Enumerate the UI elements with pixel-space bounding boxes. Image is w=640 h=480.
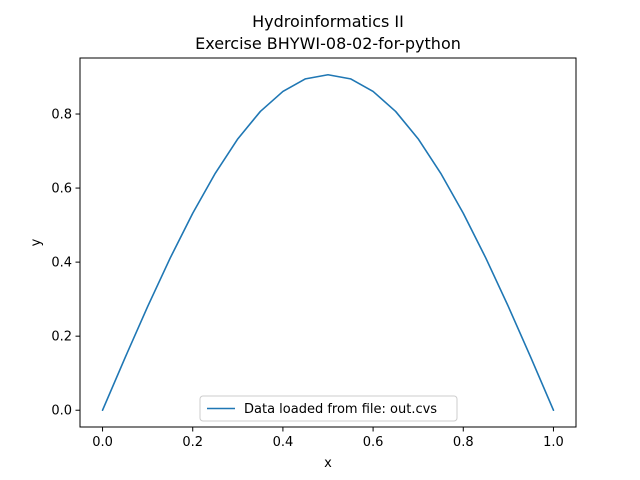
axis-ticks: 0.0 0.2 0.4 0.6 0.8 1.0 0.0 0.2 0.4 0.6 0.8 (51, 108, 563, 450)
x-tick-label: 1.0 (543, 435, 564, 450)
x-tick-label: 0.8 (453, 435, 474, 450)
legend-box (199, 395, 458, 422)
axes-frame (79, 57, 577, 428)
y-tick-label: 0.2 (51, 330, 72, 345)
y-axis-label: y (29, 238, 44, 246)
plot-series (101, 73, 555, 412)
y-tick-label: 0.6 (51, 182, 72, 197)
x-axis-label: x (324, 456, 332, 471)
x-tick-label: 0.0 (92, 435, 113, 450)
chart-title-line-1: Hydroinformatics II (252, 12, 404, 31)
x-tick-label: 0.6 (363, 435, 384, 450)
y-tick-label: 0.4 (51, 256, 72, 271)
y-tick-label: 0.8 (51, 108, 72, 123)
legend: Data loaded from file: out.cvs (199, 395, 458, 422)
y-tick-label: 0.0 (51, 404, 72, 419)
x-tick-label: 0.4 (273, 435, 294, 450)
x-tick-label: 0.2 (182, 435, 203, 450)
series-line (101, 73, 555, 412)
legend-series-label: Data loaded from file: out.cvs (244, 402, 437, 417)
chart-title-line-2: Exercise BHYWI-08-02-for-python (195, 34, 461, 53)
